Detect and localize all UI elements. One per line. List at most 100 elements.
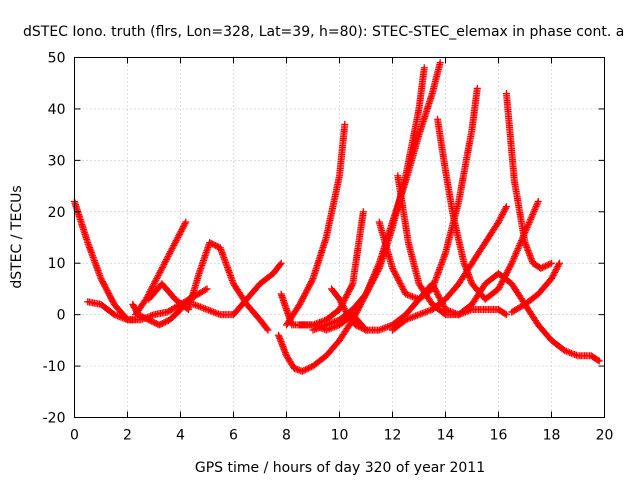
data-point bbox=[392, 272, 400, 280]
series-18 bbox=[508, 259, 563, 316]
data-point bbox=[157, 267, 165, 275]
series-14 bbox=[389, 203, 510, 334]
data-point bbox=[158, 265, 166, 273]
series-6 bbox=[190, 259, 285, 319]
data-point bbox=[303, 365, 311, 373]
series-16 bbox=[434, 115, 542, 303]
data-point bbox=[338, 300, 346, 308]
data-point bbox=[363, 289, 371, 297]
data-point bbox=[534, 199, 542, 207]
data-point bbox=[168, 245, 176, 253]
data-point bbox=[366, 283, 374, 291]
data-point bbox=[153, 275, 161, 283]
data-point bbox=[97, 275, 105, 283]
data-point bbox=[368, 278, 376, 286]
data-point bbox=[307, 279, 315, 287]
data-point bbox=[502, 271, 510, 279]
data-point bbox=[354, 322, 362, 330]
data-point bbox=[511, 253, 519, 261]
data-point bbox=[352, 310, 360, 318]
data-point bbox=[509, 256, 517, 264]
data-point bbox=[300, 291, 308, 299]
series-11 bbox=[296, 208, 367, 329]
data-point bbox=[396, 278, 404, 286]
data-point bbox=[594, 356, 602, 364]
data-point bbox=[434, 290, 442, 298]
y-tick-label: -10 bbox=[43, 359, 66, 375]
x-tick-label: 16 bbox=[490, 428, 508, 444]
data-point bbox=[299, 294, 307, 302]
data-point bbox=[100, 281, 108, 289]
data-point bbox=[360, 325, 368, 333]
data-point bbox=[298, 367, 306, 375]
data-point bbox=[339, 303, 347, 311]
data-point bbox=[339, 301, 347, 309]
data-point bbox=[555, 261, 563, 269]
data-point bbox=[345, 287, 353, 295]
data-point bbox=[364, 286, 372, 294]
data-point bbox=[505, 264, 513, 272]
data-point bbox=[498, 212, 506, 220]
data-point bbox=[495, 285, 502, 293]
data-point bbox=[152, 319, 160, 327]
data-point bbox=[359, 208, 367, 216]
data-point bbox=[501, 206, 509, 214]
data-point bbox=[544, 261, 552, 269]
data-point bbox=[134, 311, 142, 319]
data-point bbox=[341, 306, 349, 314]
data-point bbox=[595, 357, 603, 365]
data-point bbox=[500, 274, 508, 282]
data-point bbox=[473, 84, 481, 92]
data-point bbox=[307, 278, 315, 286]
data-point bbox=[498, 279, 506, 287]
data-point bbox=[202, 286, 210, 294]
data-point bbox=[175, 232, 183, 240]
data-point bbox=[206, 239, 214, 247]
series-9 bbox=[283, 120, 349, 329]
data-point bbox=[337, 298, 345, 306]
data-point bbox=[540, 263, 548, 271]
data-point bbox=[165, 251, 173, 259]
data-point bbox=[154, 271, 162, 279]
data-point bbox=[502, 311, 510, 319]
data-point bbox=[508, 258, 516, 266]
data-point bbox=[297, 299, 305, 307]
y-tick-label: 10 bbox=[48, 256, 66, 272]
data-point bbox=[264, 326, 272, 334]
data-point bbox=[179, 223, 187, 231]
data-point bbox=[434, 292, 442, 300]
data-point bbox=[553, 264, 561, 272]
data-point bbox=[170, 241, 178, 249]
data-point bbox=[347, 283, 355, 291]
data-point bbox=[502, 203, 510, 211]
data-point bbox=[146, 317, 154, 325]
data-point bbox=[305, 282, 313, 290]
data-point bbox=[142, 314, 150, 322]
data-point bbox=[534, 198, 542, 205]
data-point bbox=[399, 284, 407, 292]
data-point bbox=[304, 284, 312, 292]
x-tick-label: 8 bbox=[282, 428, 291, 444]
data-point bbox=[499, 276, 507, 284]
data-point bbox=[346, 286, 354, 294]
data-point bbox=[397, 281, 405, 289]
data-point bbox=[162, 256, 170, 264]
data-point bbox=[137, 312, 145, 320]
data-point bbox=[351, 321, 359, 329]
data-point bbox=[164, 252, 172, 260]
data-point bbox=[512, 249, 520, 257]
data-point bbox=[524, 220, 532, 228]
data-point bbox=[436, 59, 444, 67]
data-point bbox=[173, 235, 181, 243]
data-point bbox=[391, 269, 399, 277]
data-point bbox=[353, 307, 361, 315]
data-point bbox=[179, 224, 187, 232]
data-point bbox=[398, 283, 406, 291]
data-point bbox=[400, 287, 408, 295]
data-point bbox=[497, 213, 505, 221]
data-point bbox=[548, 275, 555, 283]
data-point bbox=[510, 254, 518, 262]
x-tick-label: 4 bbox=[176, 428, 185, 444]
data-point bbox=[336, 297, 344, 305]
